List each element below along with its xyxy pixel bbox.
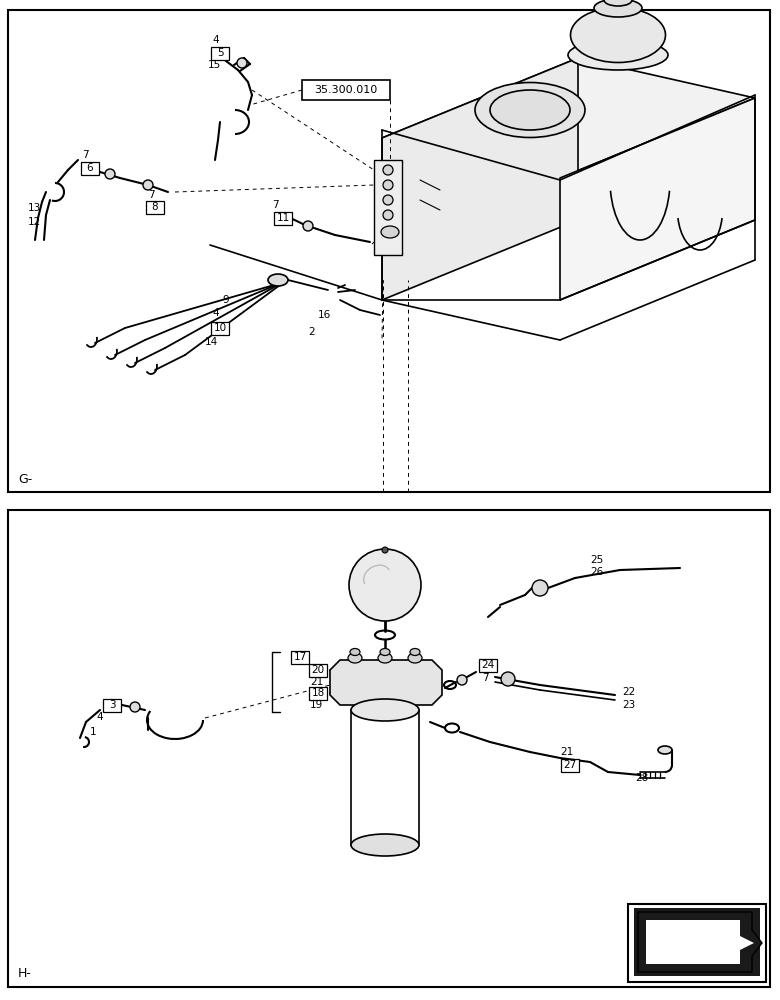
Text: 8: 8: [151, 202, 158, 212]
Ellipse shape: [475, 83, 585, 137]
Text: 23: 23: [622, 700, 635, 710]
Circle shape: [383, 165, 393, 175]
Text: 20: 20: [311, 665, 324, 675]
Text: 7: 7: [482, 673, 488, 683]
Text: 17: 17: [293, 652, 307, 662]
Circle shape: [457, 675, 467, 685]
Polygon shape: [382, 58, 578, 300]
Text: 7: 7: [148, 190, 154, 200]
Text: 13: 13: [28, 203, 41, 213]
Text: 6: 6: [87, 163, 94, 173]
Circle shape: [130, 702, 140, 712]
Ellipse shape: [410, 648, 420, 656]
Ellipse shape: [349, 549, 421, 621]
Text: 21: 21: [560, 747, 573, 757]
Circle shape: [143, 180, 153, 190]
Text: 12: 12: [28, 217, 41, 227]
Text: 22: 22: [622, 687, 635, 697]
Text: 3: 3: [108, 700, 115, 710]
Bar: [634, 908, 760, 976]
Text: 1: 1: [90, 727, 97, 737]
Text: 4: 4: [212, 35, 218, 45]
Ellipse shape: [594, 0, 642, 17]
Polygon shape: [330, 660, 442, 705]
Text: 14: 14: [205, 337, 218, 347]
Text: 19: 19: [310, 700, 323, 710]
Text: 5: 5: [217, 48, 223, 58]
Bar: [309, 686, 327, 700]
Circle shape: [237, 58, 247, 68]
Polygon shape: [382, 58, 755, 178]
Text: 7: 7: [272, 200, 278, 210]
Bar: [274, 212, 292, 225]
Ellipse shape: [348, 653, 362, 663]
Bar: [291, 650, 309, 664]
Ellipse shape: [570, 7, 665, 62]
Ellipse shape: [490, 90, 570, 130]
Ellipse shape: [568, 40, 668, 70]
Text: 18: 18: [311, 688, 324, 698]
Ellipse shape: [350, 648, 360, 656]
Circle shape: [383, 210, 393, 220]
Ellipse shape: [604, 0, 632, 6]
Bar: [302, 80, 390, 100]
Text: 16: 16: [318, 310, 331, 320]
Bar: [561, 758, 579, 772]
Text: 4: 4: [96, 712, 103, 722]
Text: 28: 28: [635, 773, 648, 783]
Ellipse shape: [380, 648, 390, 656]
Circle shape: [501, 672, 515, 686]
Text: 24: 24: [481, 660, 495, 670]
Circle shape: [303, 221, 313, 231]
Bar: [374, 160, 402, 255]
Circle shape: [383, 195, 393, 205]
Bar: [81, 161, 99, 174]
Bar: [146, 200, 164, 214]
Ellipse shape: [268, 274, 288, 286]
Text: H-: H-: [18, 967, 32, 980]
Circle shape: [383, 180, 393, 190]
Polygon shape: [560, 98, 755, 300]
Text: 11: 11: [276, 213, 289, 223]
Circle shape: [382, 547, 388, 553]
Text: 9: 9: [222, 295, 229, 305]
Circle shape: [105, 169, 115, 179]
Polygon shape: [638, 912, 762, 972]
Bar: [479, 658, 497, 672]
Text: 26: 26: [590, 567, 603, 577]
Ellipse shape: [351, 699, 419, 721]
Text: 10: 10: [214, 323, 226, 333]
Ellipse shape: [378, 653, 392, 663]
Ellipse shape: [408, 653, 422, 663]
Text: G-: G-: [18, 473, 32, 486]
Text: 15: 15: [208, 60, 222, 70]
Circle shape: [532, 580, 548, 596]
Bar: [211, 322, 229, 334]
Polygon shape: [646, 920, 754, 964]
Text: 35.300.010: 35.300.010: [314, 85, 378, 95]
Text: 27: 27: [563, 760, 576, 770]
Ellipse shape: [351, 834, 419, 856]
Bar: [8, 10, 770, 492]
Bar: [628, 904, 766, 982]
Text: 2: 2: [308, 327, 314, 337]
Text: 4: 4: [212, 308, 218, 318]
Text: 21: 21: [310, 677, 323, 687]
Bar: [211, 46, 229, 60]
Text: 25: 25: [590, 555, 603, 565]
Ellipse shape: [658, 746, 672, 754]
Bar: [8, 510, 770, 987]
Bar: [309, 664, 327, 676]
Bar: [103, 698, 121, 712]
Ellipse shape: [381, 226, 399, 238]
Text: 7: 7: [82, 150, 89, 160]
